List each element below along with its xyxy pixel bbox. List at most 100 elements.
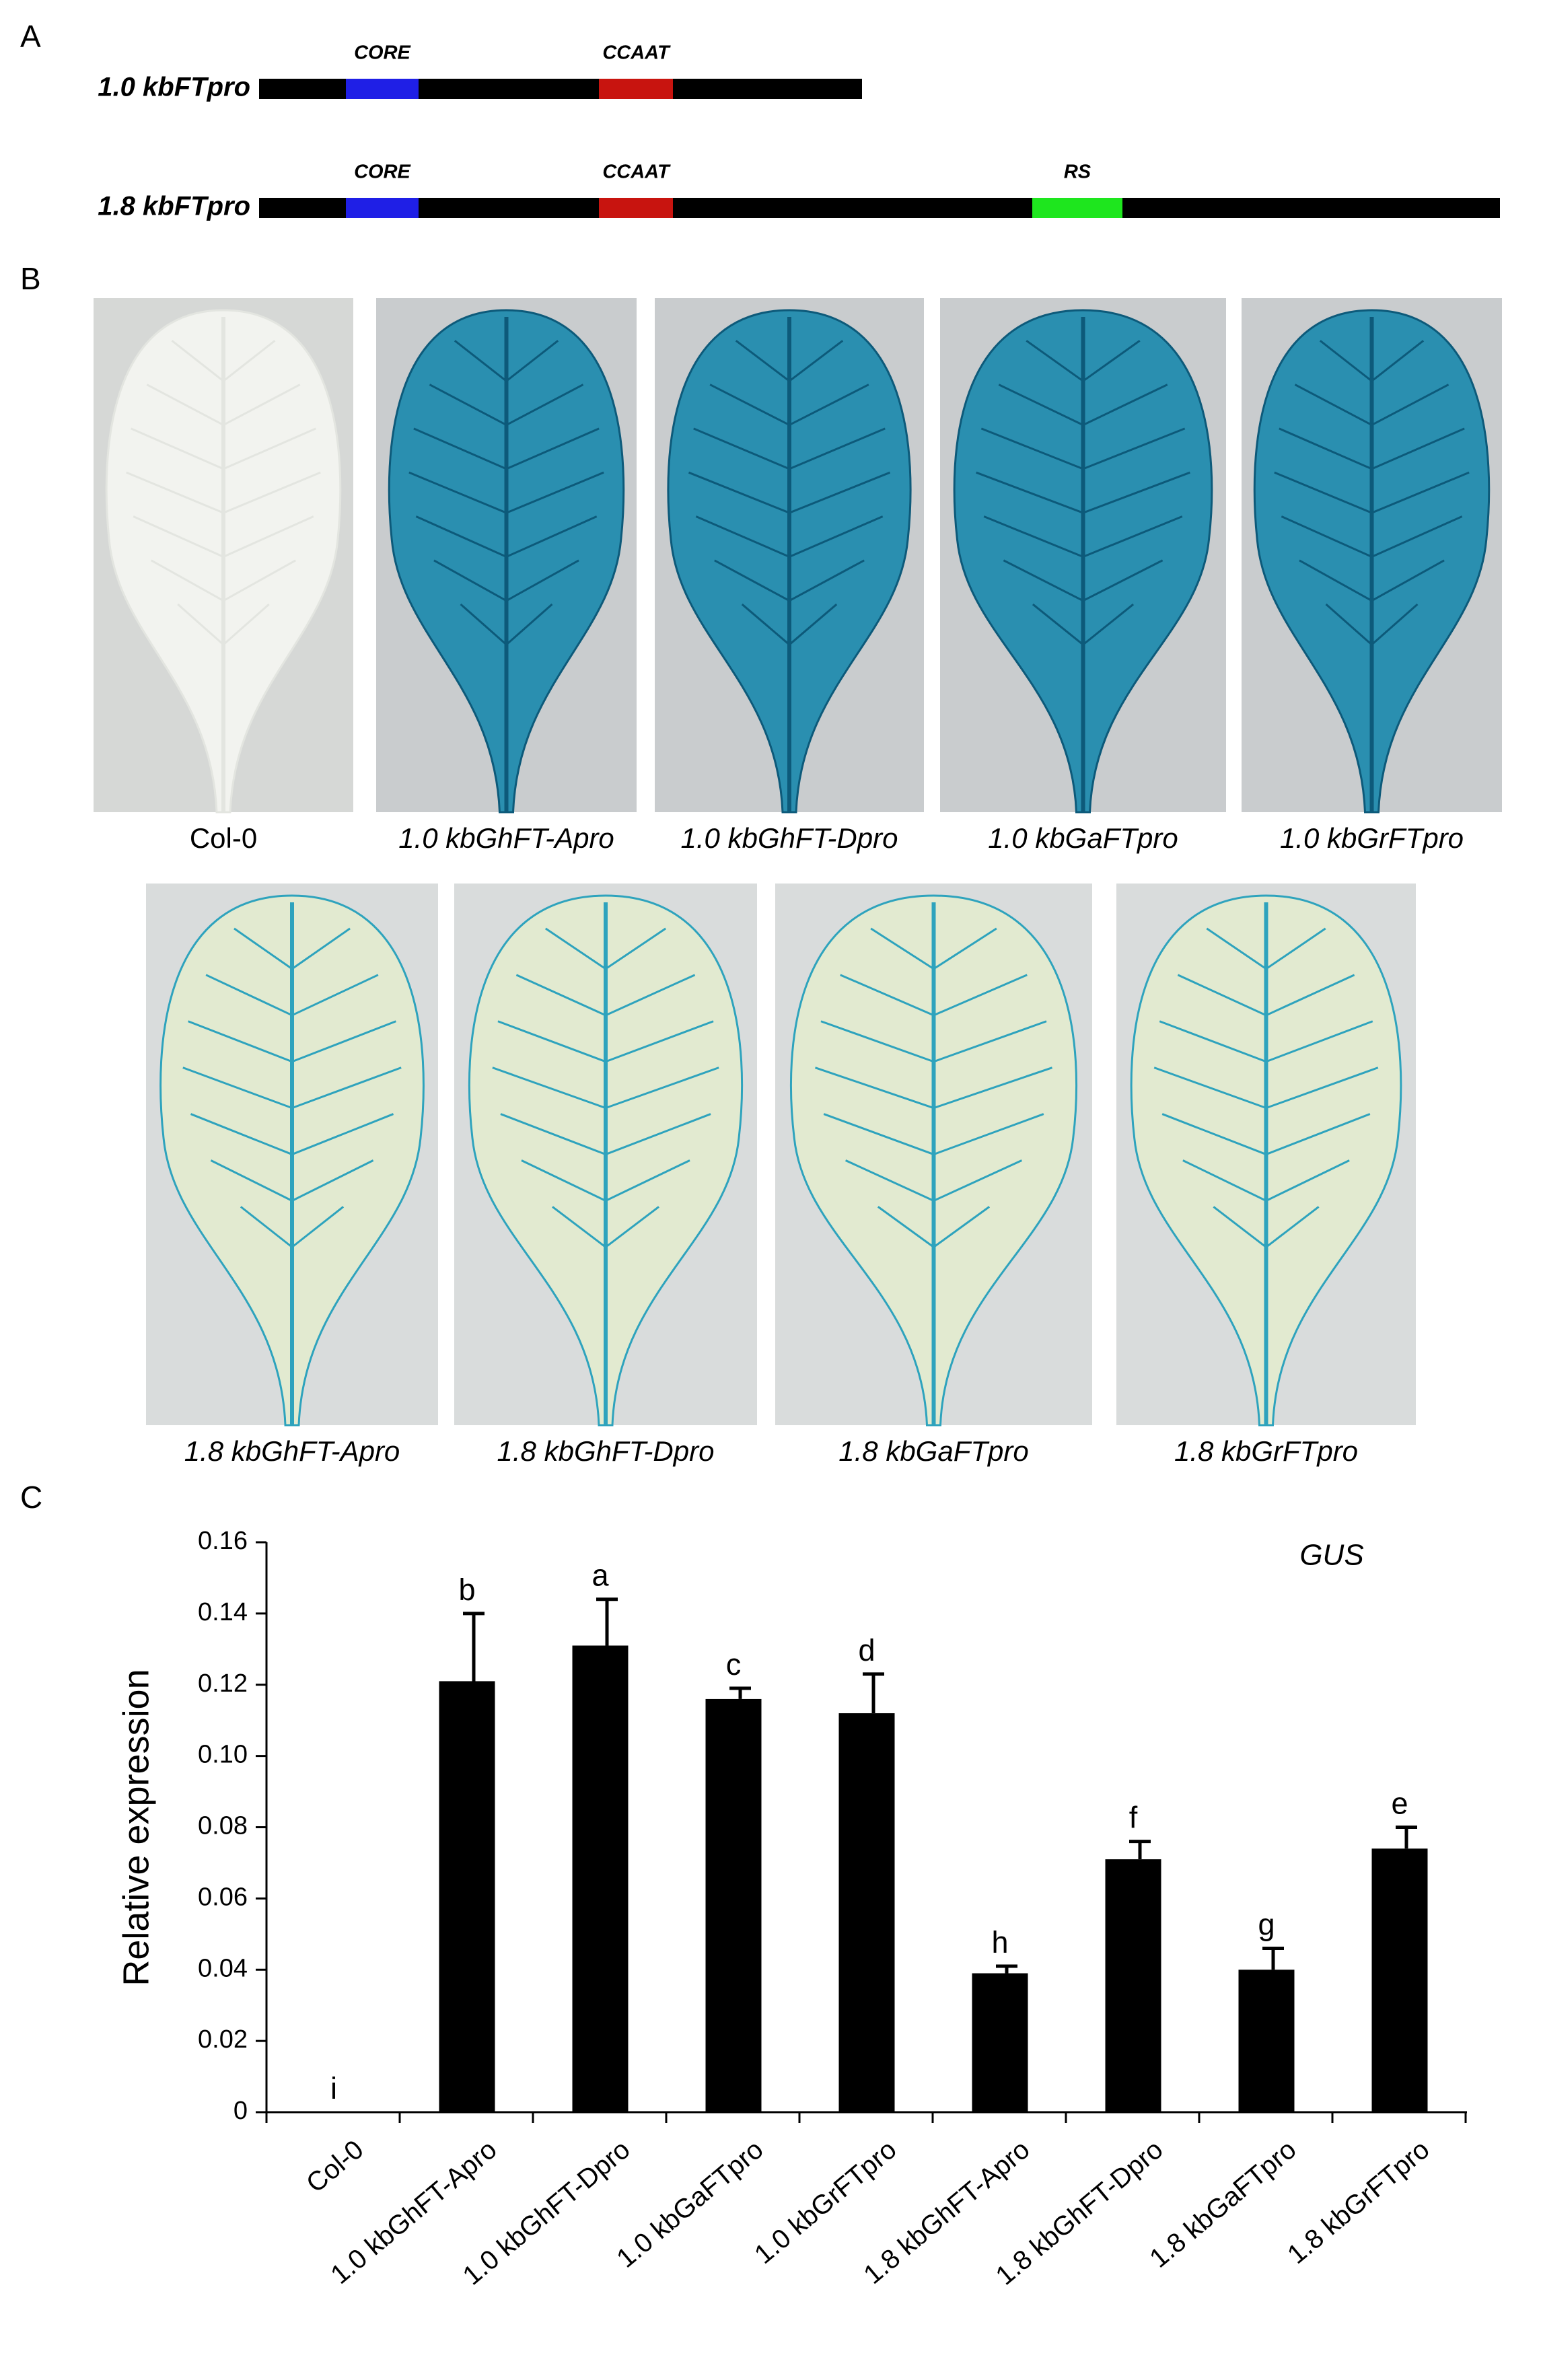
significance-letter: d: [858, 1633, 875, 1667]
leaf-vein: [976, 471, 1084, 514]
leaf-vein: [413, 427, 507, 470]
leaf-vein: [688, 471, 790, 514]
leaf-vein: [133, 515, 224, 558]
leaf-vein: [223, 384, 301, 426]
leaf-vein: [1082, 340, 1141, 382]
leaf-vein: [1265, 1159, 1350, 1202]
leaf-vein: [789, 559, 865, 602]
leaf-vein: [1082, 471, 1190, 514]
leaf-vein: [544, 927, 606, 970]
leaf-vein: [223, 427, 316, 470]
leaf-vein: [823, 1113, 935, 1155]
leaf-vein: [605, 1020, 714, 1063]
leaf-vein: [171, 340, 224, 382]
leaf-vein: [291, 1020, 396, 1063]
leaf-vein: [983, 515, 1084, 558]
leaf-vein: [1003, 559, 1084, 602]
promoter-element: [346, 79, 419, 99]
leaf-vein: [126, 471, 224, 514]
leaf-vein: [1082, 603, 1135, 646]
leaf-vein: [291, 1159, 374, 1202]
y-axis-label: Relative expression: [116, 1669, 156, 1986]
image-caption: 1.0 kbGrFTpro: [1280, 822, 1464, 854]
leaf-vein: [1371, 384, 1449, 426]
leaf-vein: [223, 471, 321, 514]
image-caption: 1.0 kbGaFTpro: [988, 822, 1178, 854]
leaf-vein: [870, 927, 935, 970]
leaf-vein: [933, 927, 997, 970]
leaf-vein: [1279, 427, 1373, 470]
leaf-vein: [223, 515, 314, 558]
image-caption: 1.0 kbGhFT-Apro: [398, 822, 614, 854]
leaf-vein: [1371, 559, 1445, 602]
promoter-element: [599, 198, 673, 218]
bar: [439, 1681, 495, 2112]
significance-letter: b: [458, 1573, 475, 1607]
leaf-vein: [605, 1159, 690, 1202]
leaf-vein: [789, 384, 869, 426]
leaf-vein: [789, 515, 884, 558]
construct-name: 1.0 kbFTpro: [98, 73, 250, 102]
leaf-vein: [1274, 471, 1373, 514]
leaf-vein: [146, 384, 224, 426]
leaf-vein: [291, 1206, 345, 1248]
bar: [1371, 1848, 1428, 2112]
y-tick-label: 0: [234, 2097, 248, 2125]
y-tick-label: 0.08: [198, 1812, 248, 1840]
bar: [572, 1645, 629, 2112]
element-label: CORE: [354, 161, 411, 183]
image-caption: 1.8 kbGaFTpro: [838, 1435, 1028, 1467]
y-tick-label: 0.14: [198, 1598, 248, 1626]
leaf-vein: [1265, 1067, 1379, 1110]
leaf-vein: [605, 1206, 659, 1248]
leaf-vein: [741, 603, 790, 646]
leaf-vein: [1371, 427, 1465, 470]
leaf-vein: [1177, 974, 1267, 1017]
leaf-vein: [552, 1206, 606, 1248]
leaf-vein: [933, 1206, 991, 1248]
leaf-vein: [505, 515, 598, 558]
leaf-vein: [1082, 515, 1183, 558]
leaf-vein: [1206, 927, 1267, 970]
x-tick-label: 1.8 kbGrFTpro: [1282, 2134, 1435, 2270]
promoter-element: [346, 198, 419, 218]
leaf-vein: [1265, 927, 1326, 970]
leaf-vein: [789, 603, 838, 646]
error-bar: [1396, 1826, 1417, 1849]
leaf-vein: [131, 427, 224, 470]
leaf-vein: [223, 340, 276, 382]
error-bar: [463, 1612, 485, 1682]
leaf-vein: [1082, 427, 1186, 470]
leaf-vein: [150, 559, 224, 602]
leaf-vein: [605, 1067, 719, 1110]
leaf-vein: [433, 559, 507, 602]
leaf-vein: [933, 1020, 1047, 1063]
significance-letter: i: [330, 2071, 337, 2105]
leaf-vein: [521, 1159, 606, 1202]
leaf-vein: [291, 1067, 402, 1110]
error-bar: [1262, 1946, 1284, 1970]
leaf-vein: [500, 1113, 606, 1155]
leaf-vein: [182, 1067, 293, 1110]
leaf-vein: [505, 384, 584, 426]
leaf-vein: [933, 974, 1028, 1017]
leaf-vein: [789, 471, 891, 514]
x-tick-label: 1.0 kbGaFTpro: [611, 2134, 768, 2274]
leaf-vein: [1032, 603, 1084, 646]
leaf-vein: [1082, 384, 1168, 426]
significance-letter: e: [1391, 1786, 1408, 1820]
significance-letter: a: [592, 1558, 609, 1593]
leaf-vein: [177, 603, 224, 646]
leaf-vein: [497, 1020, 606, 1063]
leaf-vein: [998, 384, 1084, 426]
construct-name: 1.8 kbFTpro: [98, 192, 250, 221]
leaf-vein: [1265, 1206, 1320, 1248]
x-tick-label: 1.8 kbGaFTpro: [1144, 2134, 1301, 2274]
element-label: CORE: [354, 42, 411, 64]
leaf-vein: [877, 1206, 935, 1248]
leaf-vein: [695, 515, 790, 558]
significance-letter: h: [991, 1925, 1008, 1959]
leaf-vein: [1265, 1020, 1373, 1063]
error-bar: [596, 1597, 618, 1646]
leaf-vein: [505, 340, 559, 382]
